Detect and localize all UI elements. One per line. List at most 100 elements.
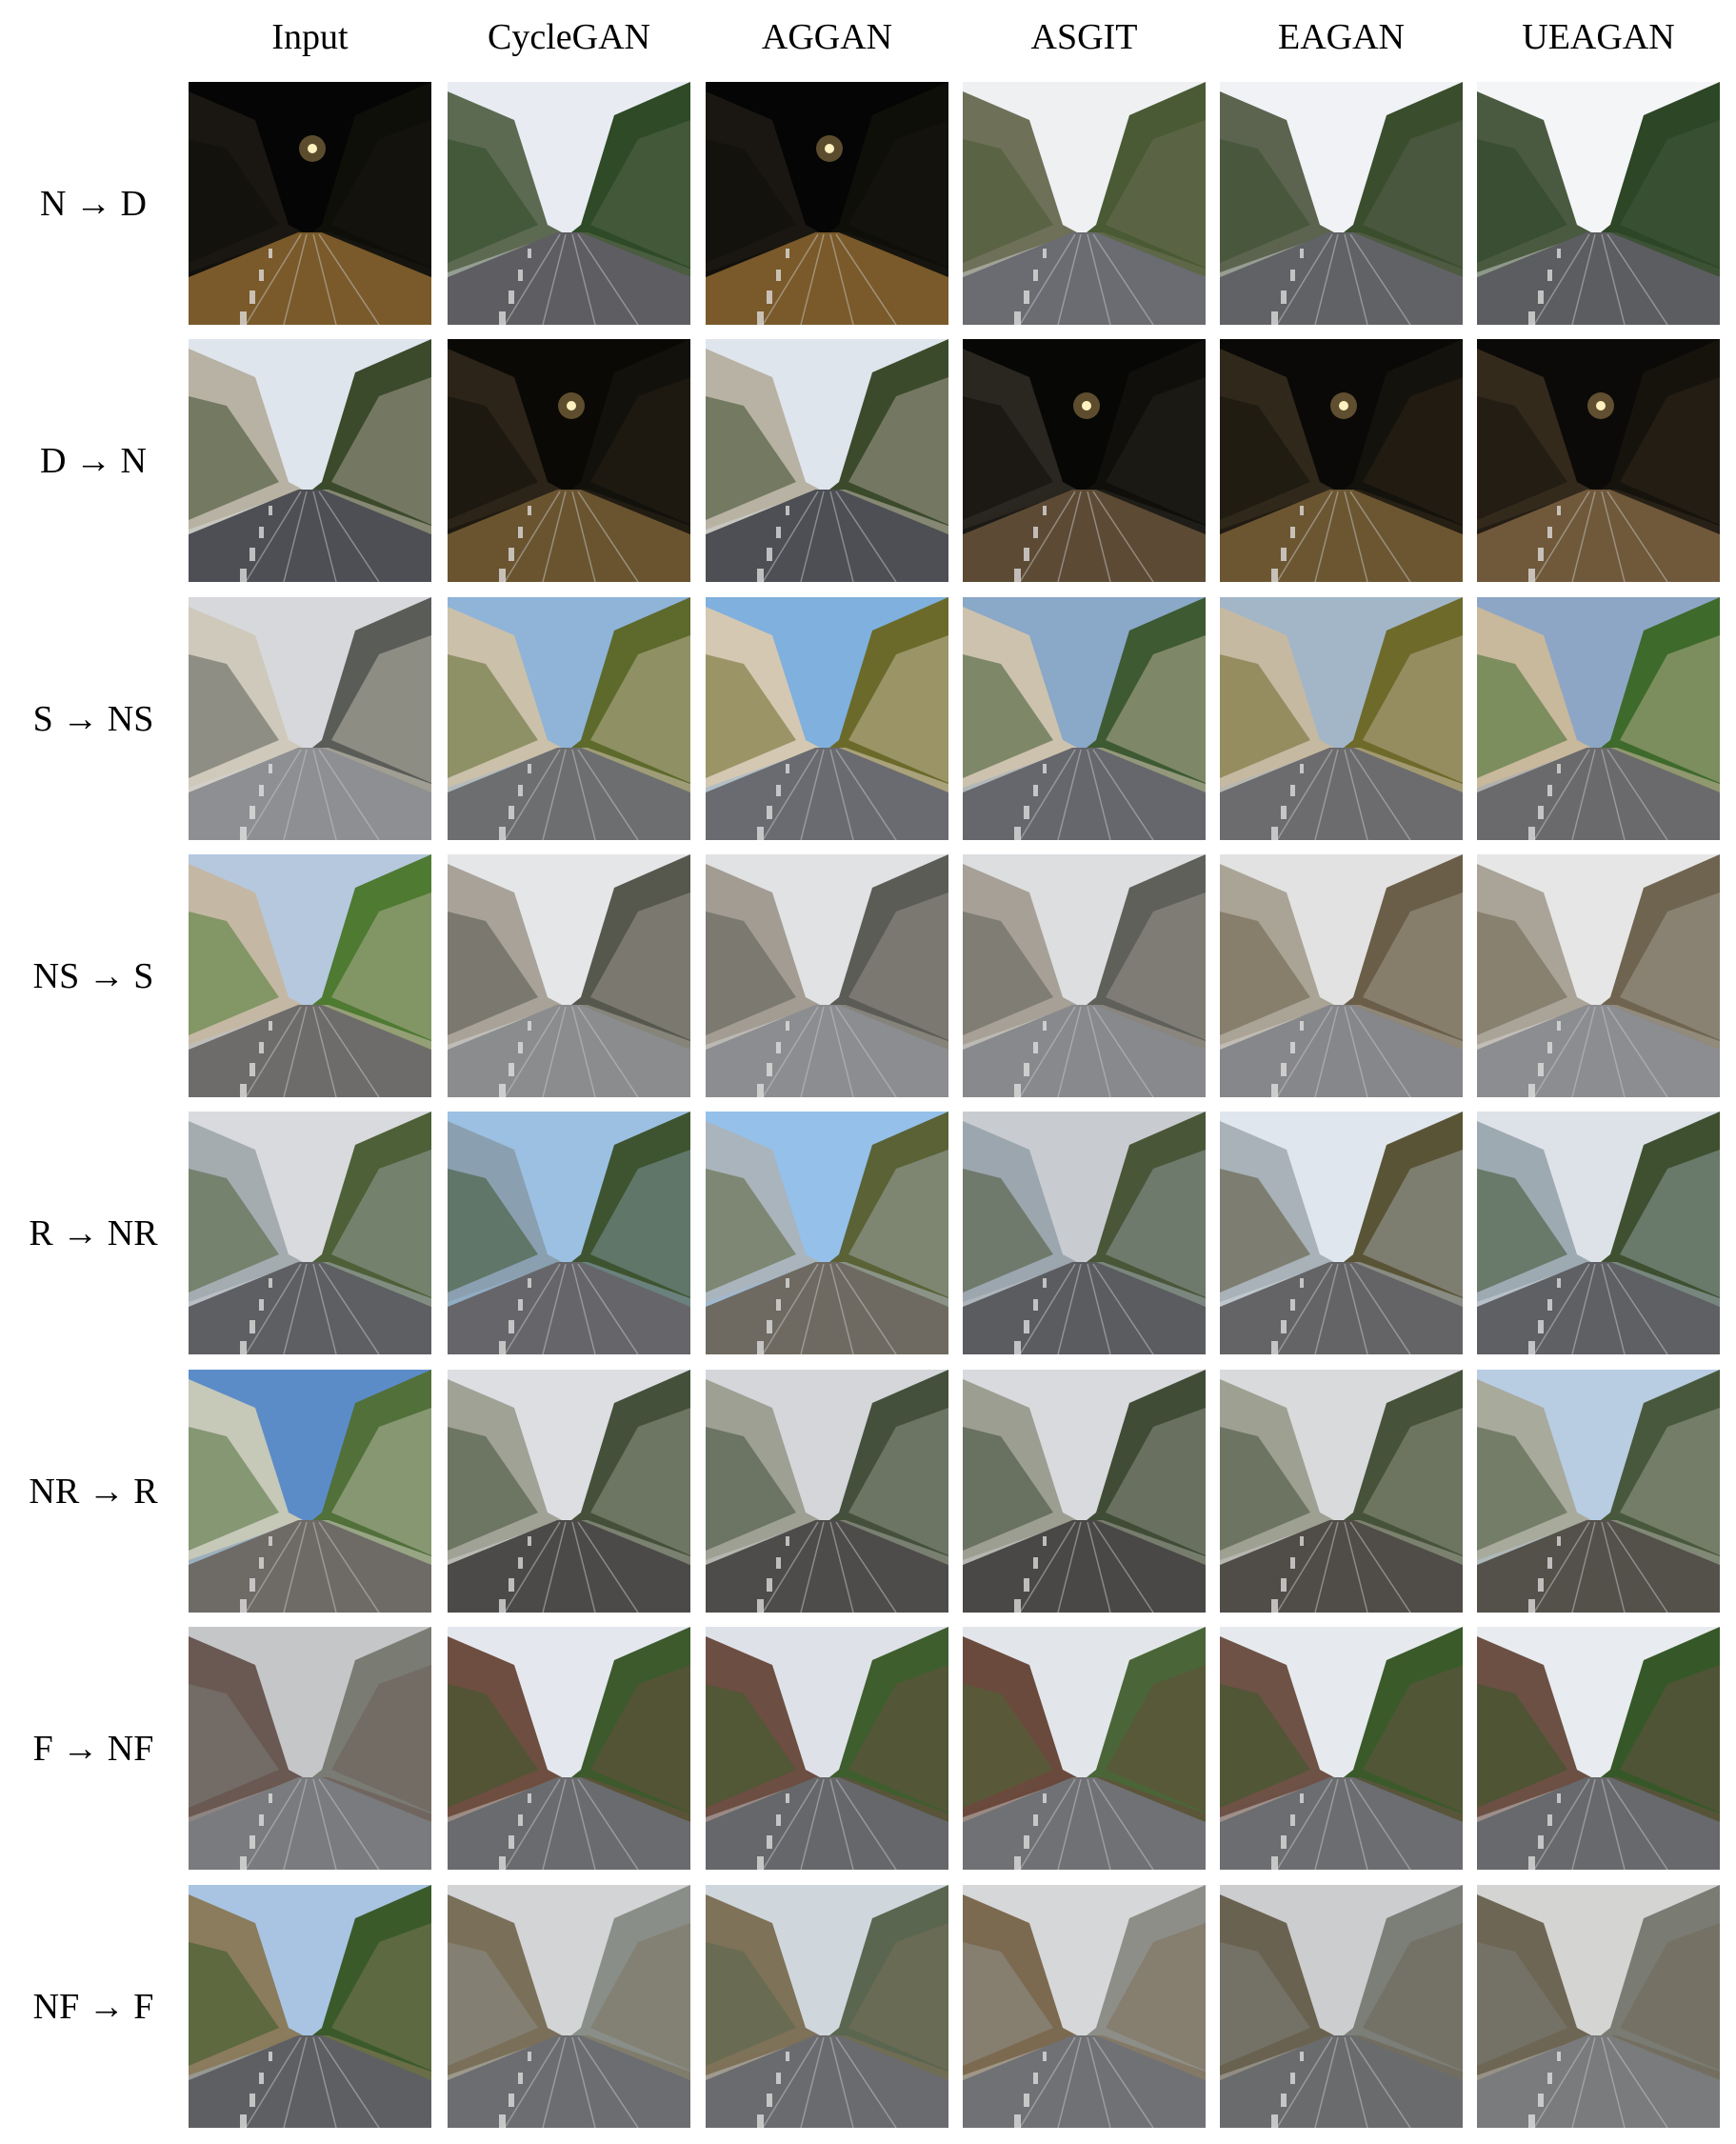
- street-scene-image: [963, 854, 1206, 1097]
- result-image-eagan: [1220, 1885, 1463, 2128]
- result-image-ueagan: [1477, 1370, 1720, 1613]
- street-scene-image: [963, 82, 1206, 325]
- result-image-eagan: [1220, 1370, 1463, 1613]
- result-image-ueagan: [1477, 854, 1720, 1097]
- street-scene-image: [706, 1885, 948, 2128]
- street-scene-image: [706, 597, 948, 840]
- street-scene-image: [1477, 1627, 1720, 1870]
- result-image-asgit: [963, 1370, 1206, 1613]
- street-scene-image: [1220, 1627, 1463, 1870]
- street-scene-image: [1477, 339, 1720, 582]
- result-image-cyclegan: [448, 597, 690, 840]
- result-image-asgit: [963, 1112, 1206, 1354]
- result-image-ueagan: [1477, 1627, 1720, 1870]
- result-image-input: [189, 339, 431, 582]
- street-scene-image: [189, 1370, 431, 1613]
- street-scene-image: [963, 1370, 1206, 1613]
- street-scene-image: [706, 339, 948, 582]
- result-image-input: [189, 82, 431, 325]
- street-scene-image: [1477, 1370, 1720, 1613]
- street-scene-image: [1477, 1885, 1720, 2128]
- street-scene-image: [963, 1627, 1206, 1870]
- result-image-eagan: [1220, 339, 1463, 582]
- result-image-cyclegan: [448, 82, 690, 325]
- result-image-input: [189, 1627, 431, 1870]
- result-image-cyclegan: [448, 339, 690, 582]
- street-scene-image: [706, 82, 948, 325]
- street-scene-image: [448, 854, 690, 1097]
- street-scene-image: [1220, 1370, 1463, 1613]
- street-scene-image: [1220, 1885, 1463, 2128]
- street-scene-image: [706, 854, 948, 1097]
- result-image-cyclegan: [448, 854, 690, 1097]
- column-header-cyclegan: CycleGAN: [488, 17, 650, 57]
- street-scene-image: [189, 1627, 431, 1870]
- result-image-input: [189, 854, 431, 1097]
- street-scene-image: [448, 1370, 690, 1613]
- column-header-aggan: AGGAN: [761, 17, 893, 57]
- column-header-input: Input: [271, 17, 349, 57]
- result-image-cyclegan: [448, 1370, 690, 1613]
- result-image-input: [189, 1370, 431, 1613]
- street-scene-image: [1477, 1112, 1720, 1354]
- street-scene-image: [1220, 339, 1463, 582]
- result-image-aggan: [706, 1370, 948, 1613]
- street-scene-image: [1477, 854, 1720, 1097]
- street-scene-image: [1220, 597, 1463, 840]
- street-scene-image: [1220, 82, 1463, 325]
- result-image-cyclegan: [448, 1885, 690, 2128]
- street-scene-image: [189, 1885, 431, 2128]
- street-scene-image: [963, 339, 1206, 582]
- street-scene-image: [1220, 854, 1463, 1097]
- result-image-aggan: [706, 1885, 948, 2128]
- street-scene-image: [963, 1112, 1206, 1354]
- result-image-ueagan: [1477, 339, 1720, 582]
- street-scene-image: [963, 597, 1206, 840]
- street-scene-image: [1220, 1112, 1463, 1354]
- result-image-asgit: [963, 854, 1206, 1097]
- result-image-input: [189, 1885, 431, 2128]
- result-image-ueagan: [1477, 597, 1720, 840]
- street-scene-image: [189, 1112, 431, 1354]
- street-scene-image: [189, 82, 431, 325]
- result-image-aggan: [706, 82, 948, 325]
- street-scene-image: [189, 339, 431, 582]
- street-scene-image: [706, 1627, 948, 1870]
- result-image-eagan: [1220, 82, 1463, 325]
- result-image-asgit: [963, 597, 1206, 840]
- result-image-aggan: [706, 597, 948, 840]
- result-image-ueagan: [1477, 1112, 1720, 1354]
- result-image-aggan: [706, 1627, 948, 1870]
- result-image-ueagan: [1477, 82, 1720, 325]
- result-image-eagan: [1220, 1627, 1463, 1870]
- result-image-aggan: [706, 854, 948, 1097]
- result-image-asgit: [963, 339, 1206, 582]
- column-header-asgit: ASGIT: [1030, 17, 1138, 57]
- result-image-asgit: [963, 1885, 1206, 2128]
- street-scene-image: [189, 854, 431, 1097]
- result-image-aggan: [706, 1112, 948, 1354]
- row-label-r-to-nr: R → NR: [29, 1212, 158, 1253]
- result-image-asgit: [963, 82, 1206, 325]
- street-scene-image: [448, 339, 690, 582]
- row-label-s-to-ns: S → NS: [32, 698, 154, 739]
- street-scene-image: [448, 82, 690, 325]
- column-header-ueagan: UEAGAN: [1522, 17, 1675, 57]
- street-scene-image: [448, 1627, 690, 1870]
- result-image-ueagan: [1477, 1885, 1720, 2128]
- column-header-eagan: EAGAN: [1278, 17, 1405, 57]
- row-label-ns-to-s: NS → S: [32, 955, 154, 996]
- result-image-aggan: [706, 339, 948, 582]
- street-scene-image: [189, 597, 431, 840]
- result-image-cyclegan: [448, 1627, 690, 1870]
- street-scene-image: [963, 1885, 1206, 2128]
- result-image-cyclegan: [448, 1112, 690, 1354]
- street-scene-image: [706, 1112, 948, 1354]
- row-label-nf-to-f: NF → F: [32, 1986, 154, 2027]
- row-label-nr-to-r: NR → R: [29, 1471, 158, 1512]
- row-label-d-to-n: D → N: [40, 440, 147, 481]
- street-scene-image: [448, 1112, 690, 1354]
- result-image-input: [189, 597, 431, 840]
- result-image-eagan: [1220, 1112, 1463, 1354]
- street-scene-image: [448, 597, 690, 840]
